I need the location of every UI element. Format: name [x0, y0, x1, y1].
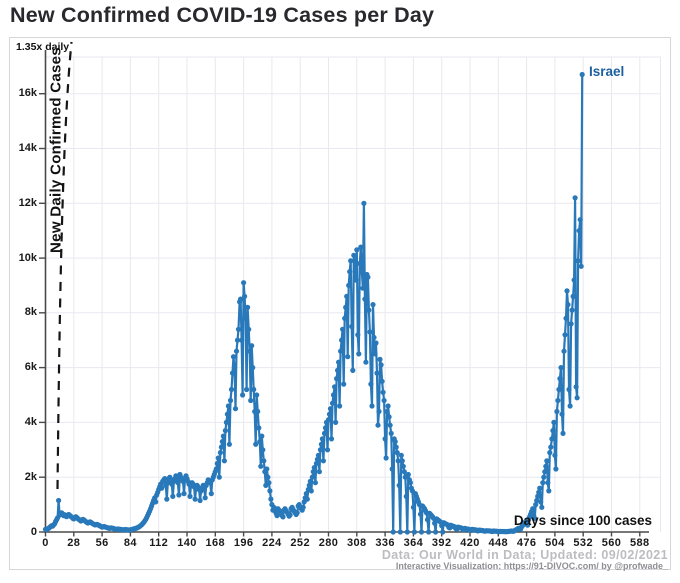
x-tick-label: 364	[403, 537, 424, 549]
x-tick-label: 0	[42, 537, 49, 549]
x-tick-label: 504	[545, 537, 565, 549]
x-tick-label: 392	[431, 537, 452, 549]
x-tick-label: 252	[290, 537, 310, 549]
x-tick-label: 588	[630, 537, 650, 549]
x-tick-label: 336	[375, 537, 395, 549]
x-tick-label: 448	[488, 537, 509, 549]
x-tick-label: 28	[67, 537, 81, 549]
x-tick-label: 56	[95, 537, 109, 549]
y-tick-label: 12k	[18, 196, 37, 209]
x-axis-title: Days since 100 cases	[513, 513, 652, 528]
y-tick-label: 6k	[24, 361, 37, 374]
series-israel	[42, 71, 585, 535]
axes	[44, 50, 649, 533]
x-tick-label: 280	[318, 537, 339, 549]
y-tick-label: 14k	[18, 142, 37, 154]
growth-reference-line	[56, 41, 73, 490]
y-tick-label: 4k	[24, 415, 37, 428]
x-tick-label: 168	[205, 537, 226, 549]
x-tick-label: 224	[262, 537, 282, 549]
y-tick-label: 8k	[24, 306, 37, 319]
country-label-israel: Israel	[589, 64, 625, 79]
x-tick-label: 532	[573, 537, 593, 549]
x-tick-label: 140	[177, 537, 197, 549]
attribution-visualization: Interactive Visualization: https://91-DI…	[395, 561, 668, 571]
x-tick-label: 476	[516, 537, 537, 549]
growth-rate-label: 1.35x daily	[16, 41, 70, 53]
y-tick-label: 2k	[24, 470, 37, 483]
x-tick-label: 308	[347, 537, 367, 549]
x-tick-label: 112	[149, 537, 169, 549]
chart-figure	[9, 37, 671, 570]
y-tick-label: 10k	[18, 251, 37, 264]
x-tick-label: 84	[123, 537, 137, 549]
x-tick-label: 560	[601, 537, 622, 549]
y-tick-label: 16k	[18, 87, 37, 100]
attribution-data-source: Data: Our World in Data; Updated: 09/02/…	[381, 548, 668, 562]
page-title: New Confirmed COVID-19 Cases per Day	[10, 3, 435, 27]
y-axis-title: New Daily Confirmed Cases	[47, 47, 65, 253]
y-tick-label: 0	[30, 525, 37, 538]
x-tick-label: 196	[233, 537, 254, 549]
x-tick-label: 420	[460, 537, 480, 549]
